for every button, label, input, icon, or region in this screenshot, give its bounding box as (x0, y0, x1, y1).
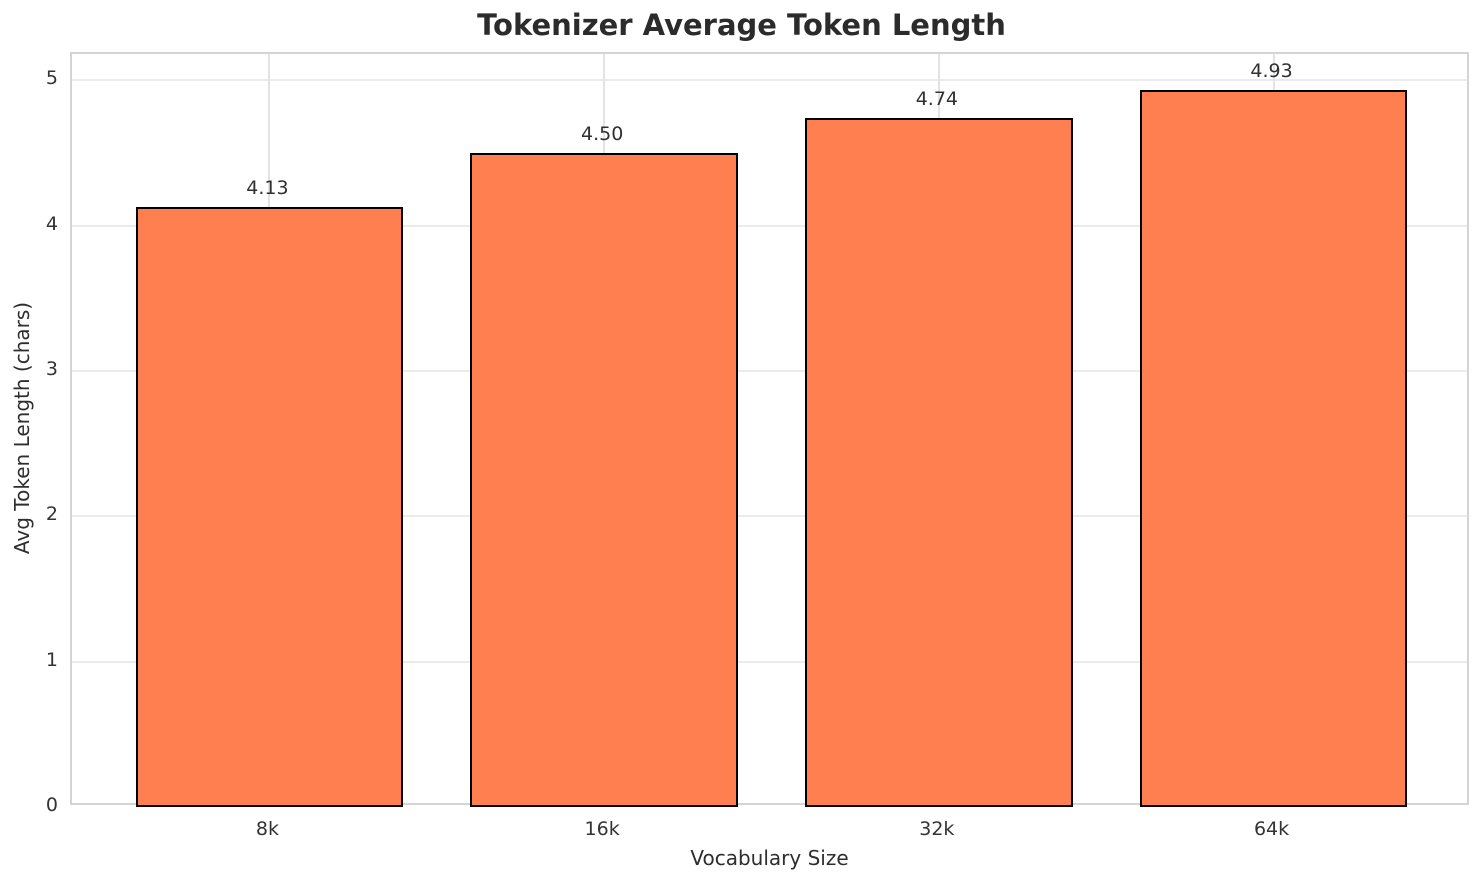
bar-value-label: 4.93 (1250, 60, 1293, 83)
x-tick-label: 16k (584, 818, 620, 840)
chart-title: Tokenizer Average Token Length (477, 8, 1006, 42)
y-tick-label: 0 (45, 794, 58, 816)
bar-value-label: 4.50 (580, 122, 624, 145)
h-gridline (72, 515, 1467, 518)
bar-32k (804, 117, 1073, 807)
bar-64k (1139, 90, 1408, 807)
h-gridline (72, 224, 1467, 227)
h-gridline (72, 369, 1467, 372)
x-axis-label: Vocabulary Size (690, 846, 849, 870)
h-gridline (72, 660, 1467, 663)
y-tick-label: 3 (45, 357, 58, 380)
bar-value-label: 4.13 (246, 176, 289, 199)
x-tick-label: 64k (1253, 818, 1290, 840)
plot-area (70, 52, 1469, 807)
y-tick-label: 4 (45, 212, 58, 235)
y-tick-label: 1 (45, 648, 58, 671)
x-tick-label: 8k (255, 818, 279, 840)
h-gridline (72, 79, 1467, 82)
bar-value-label: 4.74 (915, 87, 958, 110)
x-tick-label: 32k (919, 818, 955, 840)
y-tick-label: 2 (45, 503, 58, 526)
bar-8k (135, 206, 404, 807)
bar-16k (470, 152, 739, 807)
y-tick-label: 5 (45, 67, 58, 90)
